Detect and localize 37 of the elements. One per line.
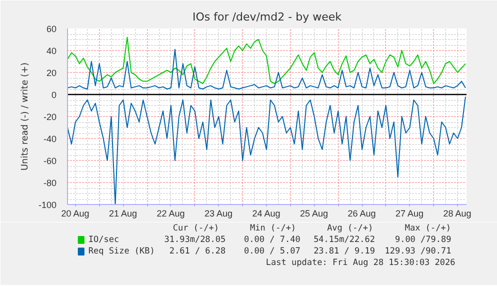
y-tick-label: 20 — [46, 68, 57, 78]
x-tick-label: 21 Aug — [108, 208, 137, 218]
x-tick-label: 27 Aug — [396, 208, 424, 218]
text: Avg (-/+) — [327, 223, 374, 234]
text: 54.15m/22.62 — [314, 234, 375, 245]
text: Last update: Fri Aug 28 15:30:03 2026 — [266, 258, 456, 268]
text: 129.93 /90.71 — [384, 246, 452, 257]
x-tick-label: 26 Aug — [348, 208, 376, 218]
line-series — [68, 36, 466, 84]
y-tick-label: -40 — [43, 134, 57, 144]
y-tick-label: 0 — [51, 90, 57, 100]
y-tick-label: -60 — [43, 156, 57, 166]
y-tick-label: -80 — [43, 178, 57, 188]
x-tick-label: 22 Aug — [156, 208, 185, 218]
x-tick-label: 20 Aug — [61, 208, 90, 218]
text: 2.61 / 6.28 — [169, 246, 226, 257]
x-tick-label: 25 Aug — [300, 208, 328, 218]
text: Cur (-/+) — [172, 223, 219, 234]
x-tick-label: 23 Aug — [204, 208, 233, 218]
line-series — [68, 48, 466, 90]
text: Min (-/+) — [250, 223, 296, 234]
y-tick-label: -100 — [38, 200, 56, 210]
y-tick-label: 60 — [46, 24, 57, 34]
text: 31.93m/28.05 — [164, 234, 226, 245]
x-tick-label: 28 Aug — [443, 208, 472, 218]
text: 0.00 / 5.07 — [244, 246, 300, 257]
x-tick-label: 24 Aug — [252, 208, 280, 218]
text: 23.81 / 9.19 — [314, 246, 375, 257]
chart-title: IOs for /dev/md2 - by week — [192, 10, 342, 24]
legend-label: Req Size (KB) — [88, 246, 155, 257]
text: 9.00 /79.89 — [394, 234, 452, 245]
legend-label: IO/sec — [88, 234, 120, 245]
text: Max (-/+) — [404, 223, 451, 234]
y-tick-label: 40 — [46, 46, 57, 56]
y-axis-title: Units read (-) / write (+) — [20, 62, 30, 171]
text: 0.00 / 7.40 — [244, 234, 300, 245]
y-tick-label: -20 — [43, 112, 57, 122]
